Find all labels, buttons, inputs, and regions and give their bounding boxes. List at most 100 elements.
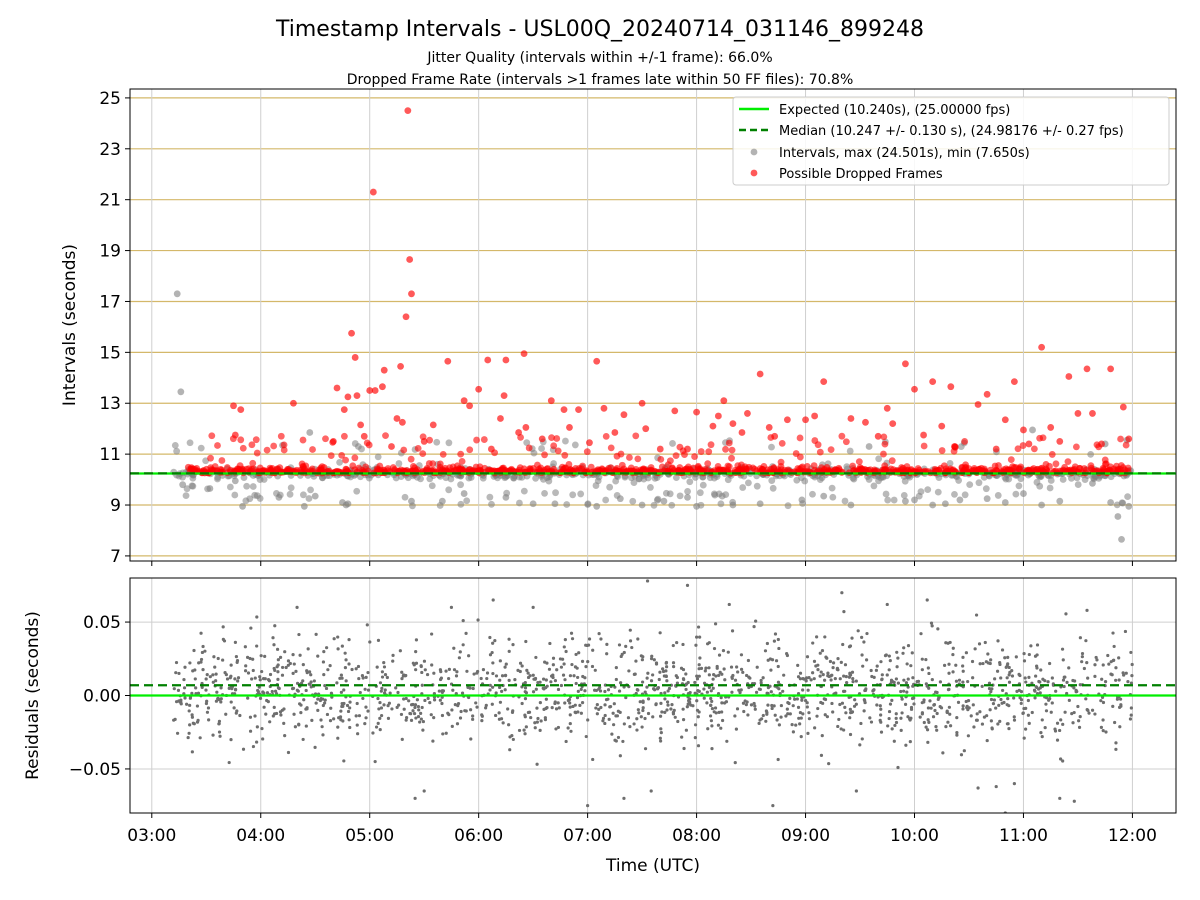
- residual-point: [955, 733, 959, 737]
- residual-point: [761, 676, 765, 680]
- interval-point: [306, 429, 314, 436]
- residual-point: [476, 618, 480, 622]
- residual-point: [1053, 727, 1057, 731]
- residual-point: [693, 680, 697, 685]
- residual-point: [177, 671, 181, 676]
- residual-point: [199, 660, 203, 664]
- residual-point: [746, 658, 751, 663]
- residual-point: [752, 625, 756, 629]
- interval-point: [563, 501, 571, 508]
- residual-point: [697, 689, 701, 694]
- residual-point: [711, 686, 715, 690]
- residual-point: [340, 701, 344, 706]
- residual-point: [345, 703, 350, 708]
- residual-point: [734, 727, 739, 731]
- dropped-frame-point: [728, 446, 736, 454]
- interval-point: [612, 477, 620, 485]
- interval-point: [256, 495, 264, 502]
- legend-entry: Median (10.247 +/- 0.130 s), (24.98176 +…: [779, 124, 1124, 139]
- dropped-frame-point: [1101, 456, 1109, 464]
- residual-point: [214, 699, 219, 703]
- interval-point: [647, 484, 654, 491]
- dropped-frame-point: [329, 438, 337, 445]
- interval-point: [934, 488, 942, 496]
- residual-point: [400, 670, 404, 674]
- residual-point: [826, 674, 830, 678]
- residual-point: [467, 695, 471, 700]
- dropped-frame-point: [862, 418, 869, 426]
- residual-point: [1119, 704, 1123, 708]
- residual-point: [608, 704, 613, 709]
- residual-point: [870, 674, 874, 679]
- residual-point: [905, 662, 909, 666]
- residual-point: [753, 704, 757, 708]
- dropped-frame-point: [342, 456, 349, 464]
- residual-point: [366, 688, 371, 692]
- residual-point: [563, 678, 567, 682]
- interval-point: [516, 499, 523, 507]
- residual-point: [379, 706, 384, 710]
- residual-point: [1114, 741, 1118, 745]
- interval-point: [602, 496, 610, 504]
- residual-point: [1024, 727, 1028, 731]
- dropped-frame-point: [379, 383, 386, 391]
- residual-point: [297, 723, 301, 727]
- dropped-frame-point: [359, 466, 366, 474]
- residual-point: [535, 720, 539, 724]
- residual-point: [800, 698, 804, 702]
- residual-point: [926, 706, 931, 710]
- residual-point: [490, 702, 494, 706]
- dropped-frame-point: [689, 464, 697, 472]
- residual-point: [568, 701, 572, 705]
- residual-point: [444, 669, 448, 673]
- dropped-frame-point: [816, 448, 824, 456]
- interval-point: [1125, 502, 1133, 510]
- dropped-frame-point: [929, 378, 937, 386]
- residual-point: [323, 698, 327, 702]
- residual-point: [773, 713, 777, 717]
- residual-point: [699, 666, 704, 670]
- residual-point: [464, 631, 468, 635]
- residual-point: [336, 635, 340, 639]
- residual-point: [776, 680, 781, 684]
- residual-point: [310, 718, 314, 722]
- residual-point: [973, 647, 977, 651]
- dropped-frame-point: [371, 387, 379, 394]
- residual-point: [964, 651, 968, 655]
- residual-point: [1050, 676, 1054, 680]
- dropped-frame-point: [1064, 458, 1072, 466]
- residual-point: [787, 701, 791, 706]
- residual-point: [1111, 631, 1115, 635]
- residual-point: [654, 661, 659, 665]
- residual-point: [823, 678, 827, 682]
- interval-point: [445, 486, 453, 494]
- interval-point: [696, 489, 704, 497]
- residual-point: [348, 725, 352, 730]
- residual-point: [1113, 720, 1117, 725]
- residual-point: [452, 646, 456, 650]
- residual-point: [1030, 681, 1034, 685]
- residual-point: [275, 647, 280, 651]
- residual-point: [523, 696, 528, 701]
- dropped-frame-point: [575, 406, 582, 414]
- residual-point: [335, 681, 339, 685]
- residual-point: [261, 737, 265, 741]
- residual-point: [526, 710, 531, 715]
- dropped-frame-point: [366, 387, 374, 394]
- interval-point: [1038, 501, 1046, 509]
- residual-point: [1027, 652, 1031, 657]
- interval-point: [1059, 476, 1067, 483]
- interval-point: [354, 443, 362, 450]
- residual-point: [594, 706, 598, 710]
- residual-point: [825, 656, 829, 660]
- residual-point: [1093, 674, 1097, 678]
- residual-point: [713, 706, 718, 710]
- residual-point: [712, 710, 716, 714]
- residual-point: [336, 647, 340, 651]
- residual-point: [860, 653, 864, 657]
- dropped-frame-point: [550, 442, 558, 450]
- residual-point: [606, 688, 611, 692]
- residual-point: [710, 706, 715, 711]
- residual-point: [276, 658, 280, 662]
- residual-point: [398, 649, 402, 653]
